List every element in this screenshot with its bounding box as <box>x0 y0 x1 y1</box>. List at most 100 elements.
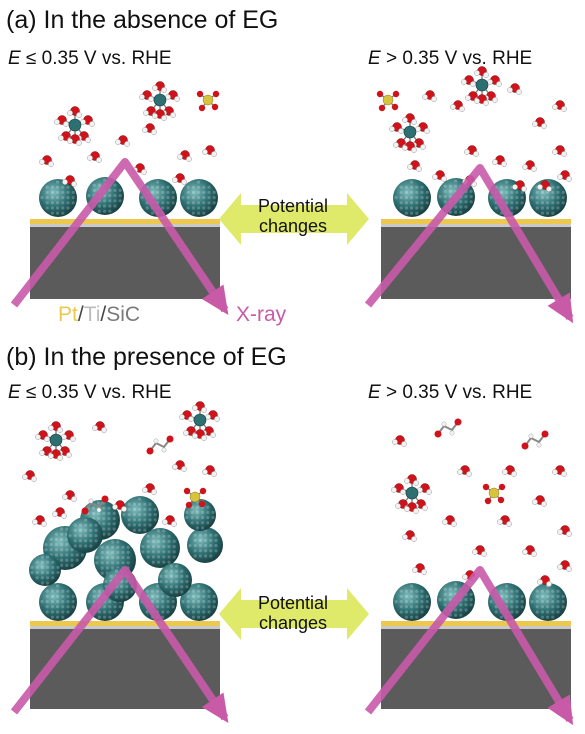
pt-atom <box>443 184 447 188</box>
pt-atom <box>150 185 154 189</box>
pt-atom <box>162 534 166 538</box>
pt-atom <box>556 605 560 609</box>
hydrogen-atom <box>174 96 180 102</box>
pt-atom <box>494 610 498 614</box>
pt-atom <box>410 605 414 609</box>
pt-atom <box>65 543 69 547</box>
pt-atom <box>510 196 514 200</box>
pt-atom <box>44 543 48 547</box>
pt-atom <box>425 600 429 604</box>
pt-atom <box>113 605 117 609</box>
hydrogen-atom <box>112 504 118 510</box>
pt-atom <box>202 594 206 599</box>
pt-atom <box>161 190 165 194</box>
potential-symbol: E <box>368 382 381 403</box>
panel-b-left-condition: E ≤ 0.35 V vs. RHE <box>8 382 172 404</box>
pt-atom <box>60 527 64 531</box>
pt-atom <box>92 188 96 192</box>
pt-atom <box>469 200 473 204</box>
hydrogen-atom <box>557 529 563 535</box>
pt-atom <box>186 594 190 599</box>
pt-atom <box>95 561 99 565</box>
pt-atom <box>410 206 414 210</box>
pt-atom <box>535 196 539 200</box>
hydrogen-atom <box>561 106 567 112</box>
oxygen-atom <box>498 483 506 491</box>
pt-atom <box>105 566 109 570</box>
pt-atom <box>150 594 154 599</box>
pt-atom <box>54 537 59 542</box>
pt-atom <box>197 589 201 593</box>
pt-atom <box>156 605 160 609</box>
pt-atom <box>186 600 190 604</box>
pt-atom <box>61 206 65 210</box>
pt-atom <box>66 201 70 205</box>
pt-atom <box>94 523 98 527</box>
pt-atom <box>105 556 109 560</box>
pt-atom <box>172 550 176 554</box>
pt-atom <box>161 206 165 210</box>
hydrogen-atom <box>115 139 121 145</box>
hydrogen-atom <box>531 551 537 557</box>
potential-arrow-layer <box>219 193 369 640</box>
pt-nanoparticle <box>39 179 77 217</box>
pt-atom <box>112 527 116 531</box>
pt-atom <box>145 610 149 614</box>
pt-atom <box>520 594 524 599</box>
pt-atom <box>464 603 468 607</box>
pt-atom <box>148 507 152 511</box>
hydrogen-atom <box>139 94 145 100</box>
pt-atom <box>102 522 106 526</box>
hydrogen-atom <box>148 96 154 102</box>
hydrogen-atom <box>541 501 547 507</box>
hydrogen-atom <box>402 117 408 123</box>
pt-atom <box>404 206 408 210</box>
pt-atom <box>126 561 130 565</box>
pt-atom <box>530 600 534 604</box>
pt-atom <box>132 528 136 532</box>
hydrogen-atom <box>151 129 157 135</box>
pt-atom <box>166 201 170 205</box>
pt-atom <box>556 185 560 189</box>
pt-atom <box>172 555 176 559</box>
pt-atom <box>40 576 45 580</box>
hydrogen-atom <box>450 104 456 110</box>
hydrogen-atom <box>413 508 419 514</box>
hydrogen-atom <box>67 138 73 144</box>
hydrogen-atom <box>532 121 538 127</box>
hydrogen-atom <box>39 159 45 165</box>
pt-atom <box>122 513 126 517</box>
pt-atom <box>127 507 131 511</box>
glycol-backbone <box>84 498 106 512</box>
pt-atom <box>153 518 157 522</box>
pt-atom <box>61 615 65 619</box>
pt-atom <box>551 185 555 189</box>
pt-atom <box>175 574 179 579</box>
pt-atom <box>45 190 49 194</box>
pt-nanoparticle <box>529 583 567 621</box>
pt-atom <box>188 544 192 548</box>
pt-atom <box>399 589 403 593</box>
pt-atom <box>171 600 175 604</box>
pt-atom <box>197 190 201 194</box>
potential-label-line2: changes <box>258 216 328 236</box>
oxygen-atom <box>484 497 492 505</box>
pt-atom <box>197 211 201 215</box>
pt-atom <box>438 598 442 602</box>
pt-atom <box>425 605 429 609</box>
pt-atom <box>410 185 414 189</box>
pt-atom <box>520 600 524 604</box>
pt-atom <box>94 534 98 538</box>
pt-atom <box>171 190 175 194</box>
pt-atom <box>197 605 201 609</box>
pt-atom <box>195 521 199 525</box>
pt-atom <box>143 528 147 532</box>
pt-atom <box>49 548 53 552</box>
pt-atom <box>61 600 65 604</box>
hydrogen-atom <box>170 112 176 118</box>
pt-atom <box>40 600 44 604</box>
pt-atom <box>191 211 195 215</box>
pt-atom <box>201 526 205 530</box>
pt-atom <box>515 610 519 614</box>
hydrogen-atom <box>537 184 543 190</box>
